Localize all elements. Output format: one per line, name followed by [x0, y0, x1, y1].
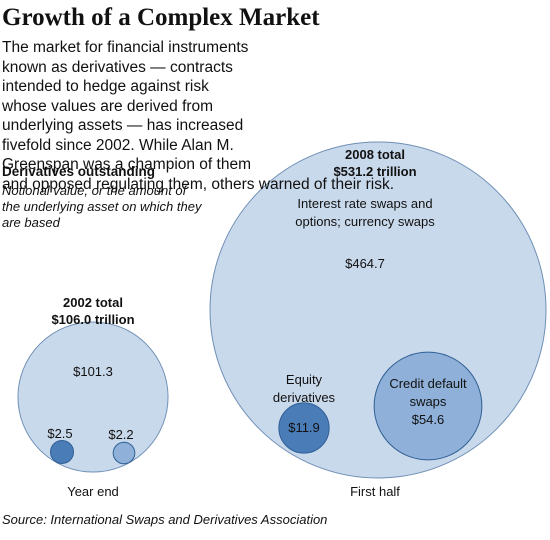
- value-label: $464.7: [345, 256, 385, 271]
- component-bubble: [278, 402, 330, 454]
- category-label: Year end: [67, 484, 119, 499]
- series-name: Equity derivatives: [272, 372, 336, 405]
- subtitle: Derivatives outstanding: [2, 164, 156, 179]
- description: The market for financial instruments kno…: [2, 39, 395, 193]
- series-name: Credit default swaps: [389, 376, 467, 409]
- total-title: 2002 total: [63, 295, 123, 310]
- description-box: The market for financial instruments kno…: [2, 38, 542, 194]
- value-label: $11.9: [288, 420, 320, 435]
- series-name: Interest rate swaps and options; currenc…: [295, 196, 435, 229]
- source: Source: International Swaps and Derivati…: [2, 512, 328, 527]
- total-label: $106.0 trillion: [51, 312, 135, 327]
- total-bubble: [17, 321, 169, 473]
- category-label: First half: [350, 484, 400, 499]
- total-label: $531.2 trillion: [333, 164, 417, 179]
- component-bubble: [373, 351, 483, 461]
- title: Growth of a Complex Market: [2, 4, 320, 31]
- component-bubble: [112, 441, 136, 465]
- component-bubble: [49, 439, 75, 465]
- note: Notional value, or the amount of the und…: [2, 183, 202, 230]
- value-label: $2.2: [108, 427, 134, 442]
- total-title: 2008 total: [345, 147, 405, 162]
- value-label: $2.5: [47, 426, 73, 441]
- value-label: $101.3: [73, 364, 113, 379]
- value-label: $54.6: [411, 412, 445, 427]
